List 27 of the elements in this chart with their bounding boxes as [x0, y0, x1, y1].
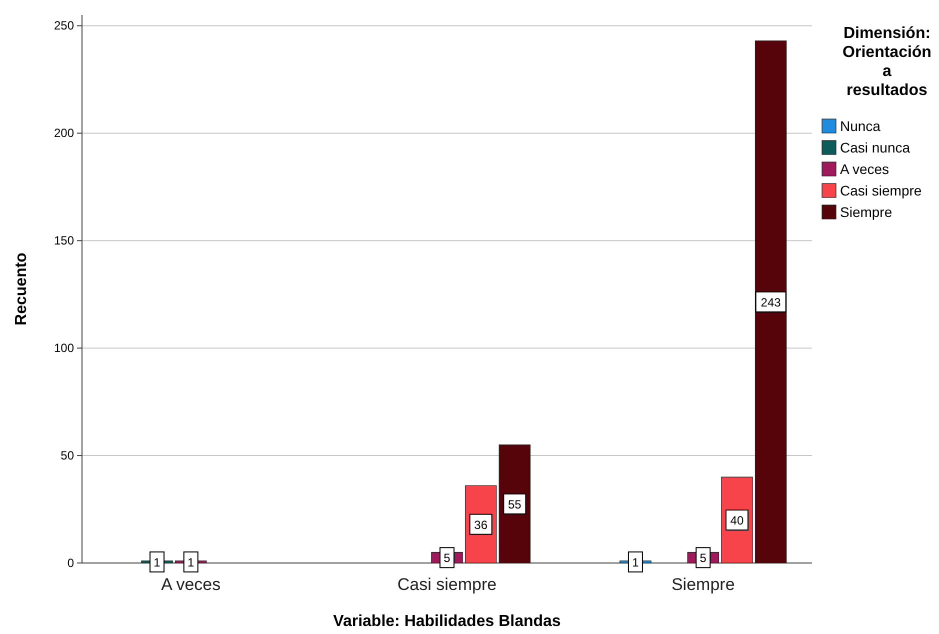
legend-label: Siempre: [840, 204, 892, 220]
y-tick-label: 50: [60, 448, 74, 463]
data-label: 1: [154, 555, 161, 570]
data-label: 40: [730, 514, 744, 528]
y-tick-label: 250: [54, 18, 74, 33]
legend-label: Casi nunca: [840, 140, 910, 156]
data-label: 5: [444, 551, 451, 566]
y-tick-label: 100: [54, 341, 74, 356]
data-label: 1: [188, 555, 195, 570]
x-tick-label: Siempre: [671, 575, 735, 594]
y-tick-label: 150: [54, 234, 74, 248]
data-label: 36: [474, 518, 488, 532]
y-tick-label: 200: [54, 126, 74, 140]
legend-label: Casi siempre: [840, 182, 922, 198]
x-tick-label: A veces: [161, 575, 221, 594]
y-tick-label: 0: [67, 556, 74, 570]
x-axis-title: Variable: Habilidades Blandas: [333, 613, 561, 630]
x-tick-label: Casi siempre: [397, 575, 497, 594]
legend-label: Nunca: [840, 118, 881, 134]
data-label: 1: [632, 555, 640, 570]
y-axis-title: Recuento: [13, 252, 30, 326]
data-label: 55: [508, 497, 522, 512]
bar: [754, 40, 787, 564]
data-label: 5: [700, 551, 707, 566]
data-label: 243: [760, 295, 782, 310]
legend-label: A veces: [840, 161, 890, 177]
legend-title: Dimensión: Orientación a resultados: [842, 25, 932, 99]
